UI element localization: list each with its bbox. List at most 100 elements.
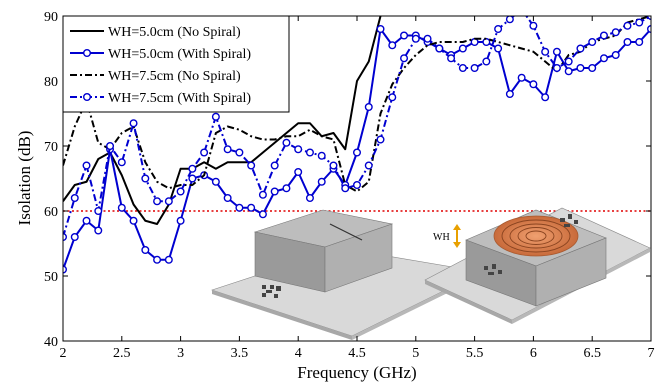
series-1-point	[588, 63, 597, 72]
series-3-point	[353, 180, 362, 189]
series-3-point	[435, 44, 444, 53]
series-1-point	[153, 255, 162, 264]
x-tick-label: 7	[648, 346, 655, 361]
x-tick-label: 5.5	[466, 346, 484, 361]
series-3-point	[282, 138, 291, 147]
y-tick-label: 80	[44, 75, 58, 90]
x-tick-label: 3	[177, 346, 184, 361]
series-1-point	[599, 54, 608, 63]
y-tick-label: 70	[44, 140, 58, 155]
series-3-point	[564, 57, 573, 66]
series-3-point	[153, 197, 162, 206]
series-1-point	[258, 210, 267, 219]
series-3-point	[258, 190, 267, 199]
series-3-point	[470, 63, 479, 72]
series-3-point	[482, 57, 491, 66]
series-1-point	[117, 203, 126, 212]
series-3-point	[529, 21, 538, 30]
series-1-point	[482, 38, 491, 47]
series-3-point	[223, 145, 232, 154]
x-tick-label: 4.5	[348, 346, 366, 361]
series-1-point	[282, 184, 291, 193]
legend-label-2: WH=7.5cm (No Spiral)	[108, 69, 241, 84]
series-3-point	[388, 93, 397, 102]
series-3-point	[305, 148, 314, 157]
series-3-point	[576, 44, 585, 53]
x-tick-label: 5	[412, 346, 419, 361]
x-tick-label: 6.5	[583, 346, 601, 361]
series-3-point	[518, 6, 525, 13]
series-1-point	[623, 38, 632, 47]
series-1-point	[635, 38, 644, 47]
series-3-point	[341, 184, 350, 193]
y-axis-label: Isolation (dB)	[15, 131, 34, 226]
series-1-point	[270, 187, 279, 196]
series-1-point	[70, 232, 79, 241]
series-1-point	[364, 102, 373, 111]
legend-marker-3	[82, 92, 91, 101]
series-1-point	[223, 193, 232, 202]
series-3-point	[611, 28, 620, 37]
series-3-point	[247, 161, 256, 170]
series-1-point	[317, 177, 326, 186]
series-1-point	[400, 31, 409, 40]
series-1-point	[94, 226, 103, 235]
series-1-point	[211, 177, 220, 186]
inset-geometry-with-spiral: WH	[424, 207, 651, 324]
series-1-point	[188, 174, 197, 183]
y-tick-label: 40	[44, 335, 58, 350]
series-3-point	[317, 151, 326, 160]
series-1-point	[611, 51, 620, 60]
series-1-point	[564, 67, 573, 76]
inset-geometry-no-spiral	[211, 209, 483, 340]
series-1-point	[552, 47, 561, 56]
x-axis-label: Frequency (GHz)	[297, 363, 416, 382]
series-1-point	[388, 41, 397, 50]
series-3-point	[164, 197, 173, 206]
series-1-point	[176, 216, 185, 225]
series-3-point	[447, 54, 456, 63]
series-3-point	[117, 158, 126, 167]
series-1-point	[647, 25, 651, 33]
series-3-point	[364, 161, 373, 170]
series-3-point	[647, 16, 651, 20]
series-1-point	[129, 216, 138, 225]
series-layer	[63, 6, 651, 274]
series-3-point	[552, 63, 561, 72]
series-3-point	[70, 193, 79, 202]
series-3-point	[200, 148, 209, 157]
legend: WH=5.0cm (No Spiral) WH=5.0cm (With Spira…	[62, 15, 290, 113]
series-1-point	[235, 203, 244, 212]
series-3-point	[329, 161, 338, 170]
series-3-point	[235, 148, 244, 157]
series-3-point	[623, 21, 632, 30]
series-1-point	[82, 216, 91, 225]
series-3-point	[94, 206, 103, 215]
x-tick-label: 2.5	[113, 346, 131, 361]
series-3-point	[376, 135, 385, 144]
series-3-point	[188, 164, 197, 173]
series-1-point	[305, 193, 314, 202]
series-3-point	[541, 47, 550, 56]
series-3-point	[141, 174, 150, 183]
x-tick-label: 4	[295, 346, 302, 361]
series-3-point	[494, 25, 503, 34]
series-3-point	[635, 18, 644, 27]
wh-label: WH	[433, 232, 450, 243]
y-tick-label: 50	[44, 270, 58, 285]
series-1-point	[541, 93, 550, 102]
series-3-point	[411, 34, 420, 43]
series-3-point	[270, 161, 279, 170]
series-3-point	[400, 54, 409, 63]
y-tick-label: 60	[44, 205, 58, 220]
series-1-point	[494, 44, 503, 53]
series-1-point	[576, 63, 585, 72]
series-line-0	[63, 16, 382, 225]
series-1-point	[294, 167, 303, 176]
series-3-point	[294, 145, 303, 154]
series-1-point	[164, 255, 173, 264]
series-1-point	[505, 89, 514, 98]
series-1-point	[353, 148, 362, 157]
series-1-point	[376, 25, 385, 34]
legend-label-1: WH=5.0cm (With Spiral)	[108, 47, 251, 62]
